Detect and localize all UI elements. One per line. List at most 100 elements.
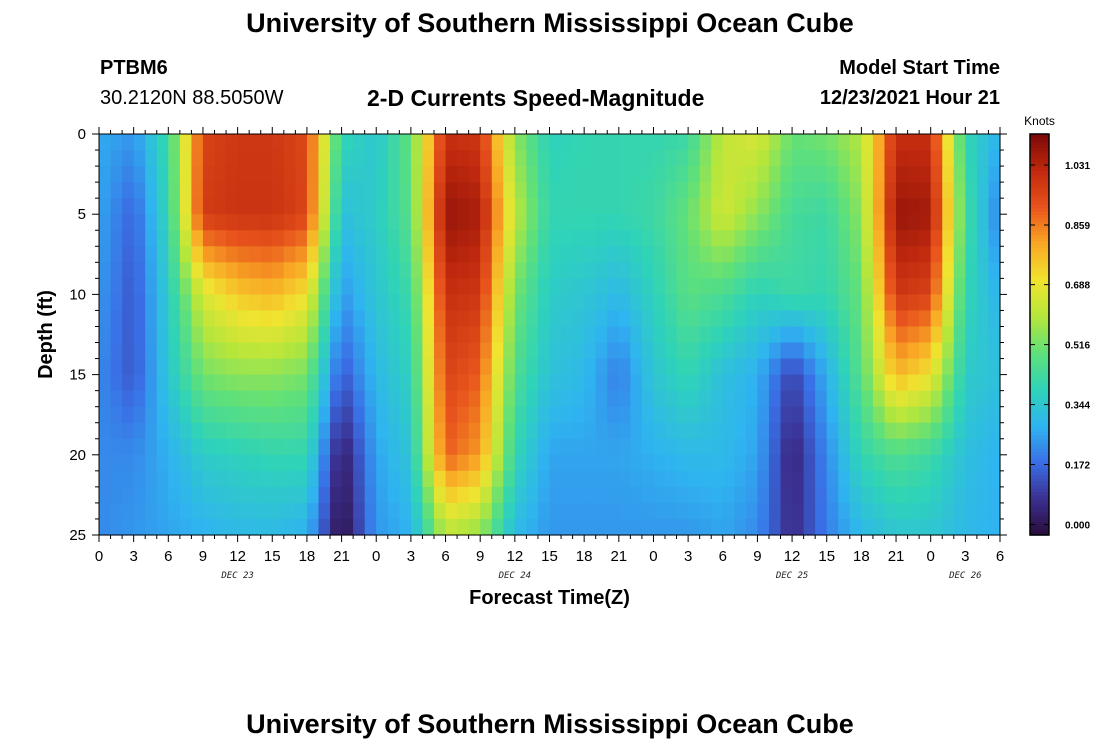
heatmap-cell — [780, 422, 793, 440]
heatmap-cell — [676, 134, 689, 151]
heatmap-cell — [722, 198, 735, 215]
x-tick-label: 18 — [299, 548, 316, 565]
x-tick-label: 3 — [129, 548, 137, 565]
heatmap-cell — [99, 470, 112, 488]
colorbar-segment — [1030, 481, 1049, 486]
station-coords: 30.2120N 88.5050W — [100, 87, 284, 109]
heatmap-cell — [930, 230, 943, 247]
heatmap-cell — [514, 518, 527, 536]
heatmap-cell — [930, 326, 943, 344]
heatmap-cell — [653, 182, 666, 199]
heatmap-cell — [676, 198, 689, 215]
colorbar-segment — [1030, 461, 1049, 466]
heatmap-cell — [156, 454, 169, 472]
heatmap-cell — [953, 406, 966, 424]
heatmap-cell — [965, 214, 978, 231]
heatmap-cell — [341, 326, 354, 344]
heatmap-cell — [422, 262, 435, 279]
heatmap-cell — [468, 246, 481, 263]
heatmap-cell — [849, 230, 862, 247]
heatmap-cell — [630, 470, 643, 488]
heatmap-cell — [838, 294, 851, 312]
heatmap-cell — [641, 230, 655, 247]
heatmap-cell — [653, 454, 666, 472]
heatmap-cell — [826, 438, 839, 456]
colorbar-segment — [1030, 344, 1049, 349]
heatmap-cell — [145, 390, 158, 408]
heatmap-cell — [896, 470, 909, 488]
heatmap-cell — [537, 470, 551, 488]
colorbar-segment — [1030, 484, 1049, 489]
heatmap-cell — [549, 518, 562, 536]
heatmap-cell — [433, 374, 447, 392]
heatmap-cell — [433, 486, 447, 504]
heatmap-cell — [665, 470, 678, 488]
heatmap-cell — [376, 166, 389, 183]
heatmap-cell — [514, 134, 527, 151]
heatmap-cell — [838, 230, 851, 247]
heatmap-cell — [168, 134, 181, 151]
colorbar-segment — [1030, 247, 1049, 252]
heatmap-cell — [630, 294, 643, 312]
heatmap-cell — [133, 198, 146, 215]
heatmap-cell — [156, 470, 169, 488]
heatmap-cell — [988, 422, 1001, 440]
heatmap-cell — [156, 198, 169, 215]
heatmap-cell — [861, 246, 874, 263]
heatmap-cell — [711, 486, 724, 504]
heatmap-cell — [191, 182, 204, 199]
heatmap-cell — [630, 230, 643, 247]
heatmap-cell — [861, 214, 874, 231]
heatmap-cell — [988, 134, 1001, 151]
heatmap-cell — [722, 470, 735, 488]
colorbar-segment — [1030, 421, 1049, 426]
heatmap-cell — [630, 406, 643, 424]
heatmap-cell — [318, 518, 331, 536]
heatmap-cell — [688, 422, 701, 440]
heatmap-cell — [353, 342, 366, 360]
heatmap-cell — [99, 390, 112, 408]
heatmap-cell — [410, 326, 424, 344]
heatmap-cell — [410, 374, 424, 392]
heatmap-cell — [907, 294, 920, 312]
heatmap-cell — [306, 502, 320, 520]
heatmap-cell — [410, 438, 424, 456]
station-id: PTBM6 — [100, 57, 168, 79]
heatmap-cell — [988, 230, 1001, 247]
heatmap-cell — [688, 230, 701, 247]
heatmap-cell — [341, 438, 354, 456]
heatmap-cell — [641, 262, 655, 279]
heatmap-cell — [861, 454, 874, 472]
heatmap-cell — [849, 406, 862, 424]
heatmap-cell — [480, 166, 493, 183]
heatmap-cell — [376, 230, 389, 247]
heatmap-cell — [99, 406, 112, 424]
heatmap-cell — [930, 518, 943, 536]
x-tick-label: 0 — [95, 548, 103, 565]
heatmap-cell — [745, 166, 759, 183]
heatmap-cell — [318, 422, 331, 440]
heatmap-cell — [745, 390, 759, 408]
heatmap-cell — [815, 134, 828, 151]
heatmap-cell — [330, 246, 343, 263]
heatmap-cell — [260, 230, 273, 247]
heatmap-cell — [595, 214, 608, 231]
heatmap-cell — [145, 182, 158, 199]
heatmap-cell — [688, 390, 701, 408]
heatmap-cell — [399, 214, 412, 231]
heatmap-cell — [480, 486, 493, 504]
heatmap-cell — [745, 262, 759, 279]
colorbar-segment — [1030, 327, 1049, 332]
heatmap-cell — [653, 294, 666, 312]
heatmap-cell — [826, 374, 839, 392]
heatmap-cell — [249, 198, 262, 215]
heatmap-cell — [907, 502, 920, 520]
heatmap-cell — [133, 310, 146, 328]
heatmap-cell — [618, 166, 631, 183]
heatmap-cell — [341, 278, 354, 295]
heatmap-cell — [410, 342, 424, 360]
heatmap-cell — [99, 230, 112, 247]
heatmap-cell — [838, 374, 851, 392]
heatmap-cell — [872, 230, 886, 247]
heatmap-cell — [919, 358, 932, 376]
